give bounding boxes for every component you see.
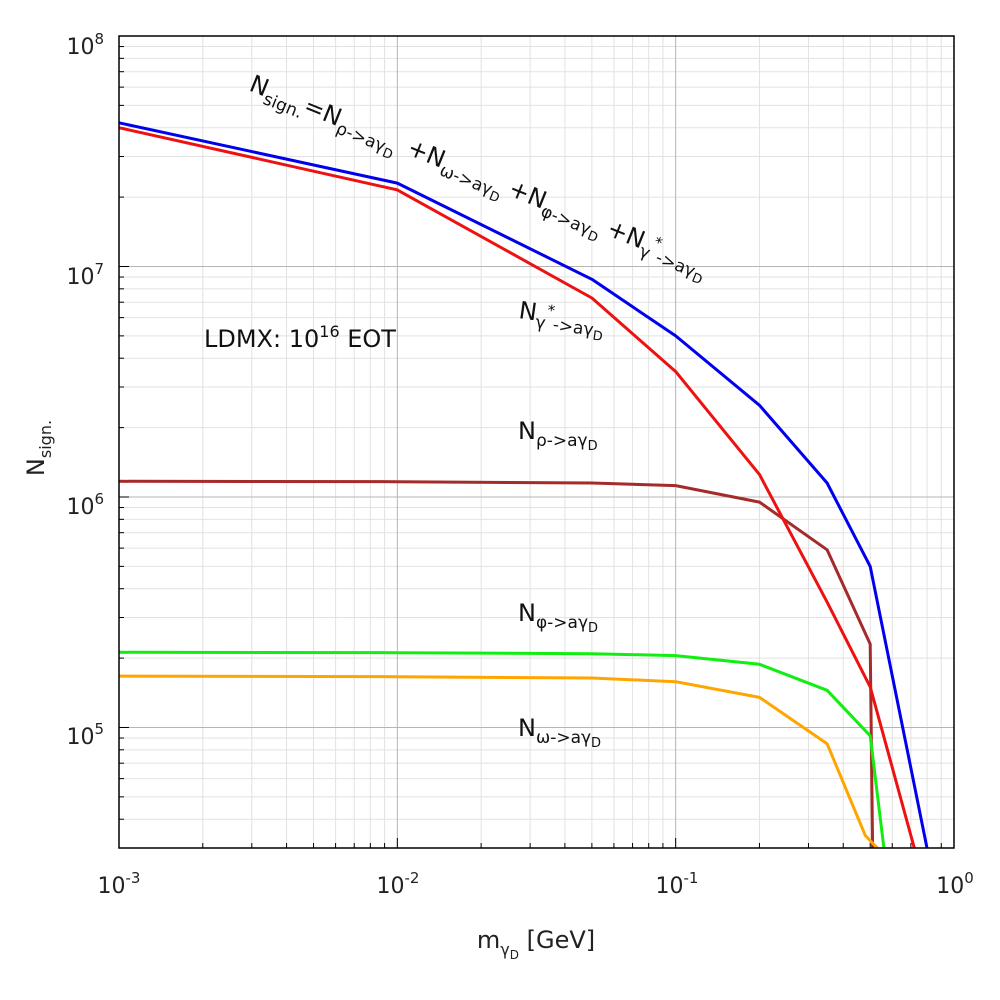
y-tick-label: 105 bbox=[66, 720, 104, 750]
omega-series-label: Nω->aγD bbox=[518, 714, 601, 751]
gamma-star-series-label: Nγ*->aγD bbox=[516, 296, 607, 345]
x-axis-label: mγD [GeV] bbox=[477, 926, 595, 962]
y-tick-label: 108 bbox=[66, 30, 104, 60]
experiment-annotation: LDMX: 1016 EOT bbox=[204, 322, 396, 353]
x-tick-labels: 10-3 10-2 10-1 100 bbox=[98, 869, 974, 899]
phi-series-label: Nφ->aγD bbox=[518, 599, 598, 636]
series-omega-line bbox=[119, 674, 879, 848]
series-gamma-star-line bbox=[119, 126, 916, 848]
x-tick-label: 10-2 bbox=[377, 869, 420, 899]
y-tick-labels: 105 106 107 108 bbox=[66, 30, 104, 750]
x-tick-label: 10-3 bbox=[98, 869, 141, 899]
series-group bbox=[119, 121, 929, 848]
x-tick-label: 100 bbox=[936, 869, 974, 899]
y-axis-label: Nsign. bbox=[22, 420, 55, 476]
x-tick-label: 10-1 bbox=[656, 869, 699, 899]
y-tick-label: 106 bbox=[66, 490, 104, 520]
series-phi-line bbox=[119, 650, 886, 848]
y-tick-label: 107 bbox=[66, 260, 104, 290]
rho-series-label: Nρ->aγD bbox=[518, 417, 598, 454]
series-total-line bbox=[119, 121, 929, 848]
series-rho-line bbox=[119, 479, 875, 848]
plot-frame bbox=[118, 35, 955, 849]
